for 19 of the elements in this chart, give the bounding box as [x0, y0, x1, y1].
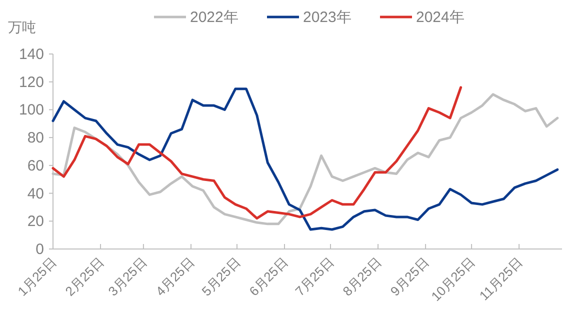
legend-label: 2022年: [190, 9, 238, 26]
legend-label: 2023年: [303, 9, 352, 26]
legend-label: 2024年: [416, 9, 464, 26]
y-tick-label: 140: [18, 46, 44, 63]
x-tick-label: 8月25日: [340, 254, 384, 299]
x-tick-label: 7月25日: [292, 254, 337, 299]
y-tick-label: 40: [27, 185, 44, 202]
x-tick-label: 5月25日: [198, 254, 244, 299]
x-tick-label: 4月25日: [152, 254, 198, 299]
x-tick-label: 2月25日: [62, 254, 107, 299]
y-tick-label: 120: [18, 74, 44, 91]
y-tick-label: 20: [27, 213, 44, 230]
y-tick-label: 60: [27, 157, 44, 174]
y-axis-title: 万吨: [8, 19, 36, 35]
y-tick-label: 100: [18, 102, 44, 119]
x-tick-label: 3月25日: [105, 254, 150, 299]
x-tick-label: 11月25日: [476, 254, 526, 304]
x-tick-label: 6月25日: [246, 254, 291, 299]
y-tick-label: 80: [27, 130, 44, 147]
